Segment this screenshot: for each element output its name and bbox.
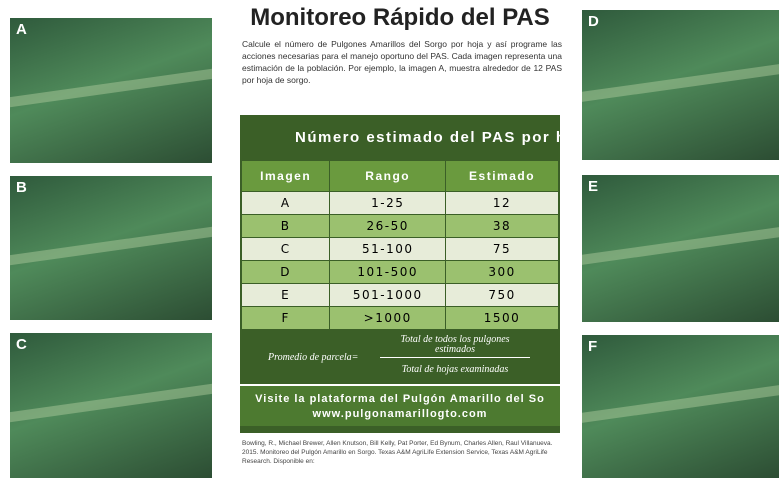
photo: A [10,18,212,163]
intro: Calcule el número de Pulgones Amarillos … [242,38,562,86]
table-cell: D [242,261,330,284]
table-cell: F [242,307,330,330]
table-title: Número estimado del PAS por ho [240,115,560,160]
table-cell: 12 [446,192,559,215]
photo: B [10,176,212,320]
image-letter: B [16,179,27,196]
table-cell: >1000 [330,307,446,330]
title: Monitoreo Rápido del PAS [240,4,560,32]
table-cell: 26-50 [330,215,446,238]
formula-numerator: Total de todos los pulgones estimados [380,335,530,358]
photo: C [10,333,212,478]
table-cell: E [242,284,330,307]
column-header: Estimado [446,161,559,192]
column-header: Imagen [242,161,330,192]
image-letter: C [16,336,27,353]
table-cell: 38 [446,215,559,238]
table-cell: C [242,238,330,261]
image-letter: E [588,178,598,195]
footer: Visite la plataforma del Pulgón Amarillo… [240,384,560,426]
photo: F [582,335,779,478]
table-cell: 300 [446,261,559,284]
image-letter: D [588,13,599,30]
formula-label: Promedio de parcela= [268,352,358,363]
footer-text: Visite la plataforma del Pulgón Amarillo… [240,392,560,407]
column-header: Rango [330,161,446,192]
formula: Promedio de parcela= Total de todos los … [240,330,560,384]
image-letter: F [588,338,597,355]
table-cell: 75 [446,238,559,261]
formula-denominator: Total de hojas examinadas [380,364,530,375]
table-cell: 501-1000 [330,284,446,307]
photo: E [582,175,779,322]
page: A B C D E F Monitoreo Rápido del PAS Cal… [0,0,779,487]
table-cell: 1500 [446,307,559,330]
image-letter: A [16,21,27,38]
citation: Bowling, R., Michael Brewer, Allen Knuts… [242,439,564,466]
table-cell: 1-25 [330,192,446,215]
table-cell: A [242,192,330,215]
footer-link[interactable]: www.pulgonamarillogto.com [240,407,560,422]
table-cell: 101-500 [330,261,446,284]
photo: D [582,10,779,160]
table-cell: B [242,215,330,238]
table-cell: 750 [446,284,559,307]
table-cell: 51-100 [330,238,446,261]
